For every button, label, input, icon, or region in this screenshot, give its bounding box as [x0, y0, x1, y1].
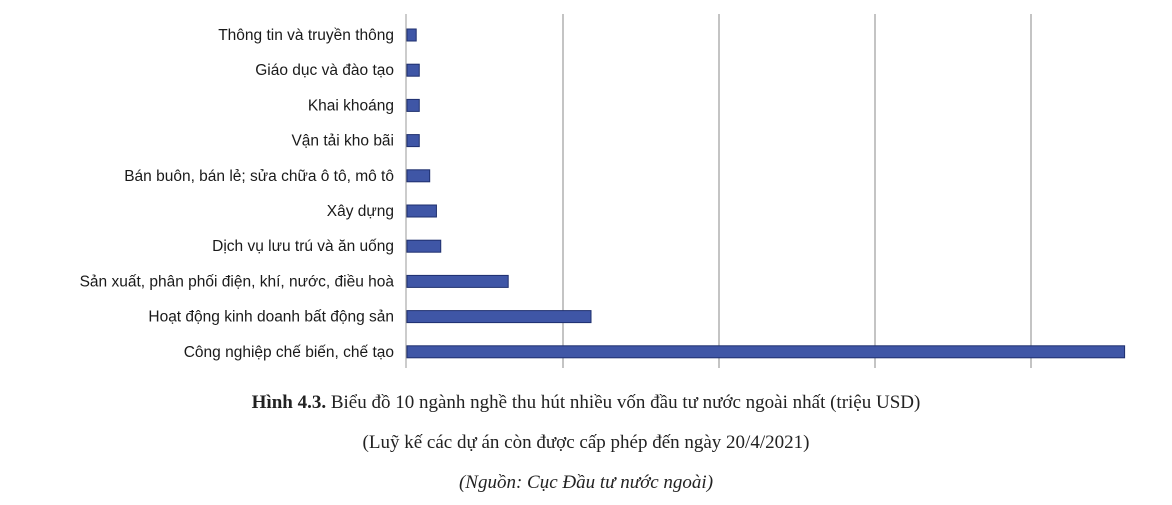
bar — [406, 239, 442, 253]
bar — [406, 345, 1126, 359]
category-label: Thông tin và truyền thông — [218, 27, 394, 44]
category-label: Công nghiệp chế biến, chế tạo — [184, 344, 394, 361]
bar — [406, 63, 420, 77]
bar — [406, 169, 431, 183]
figure-caption: Hình 4.3. Biểu đồ 10 ngành nghề thu hút … — [0, 392, 1172, 414]
bar — [406, 98, 420, 112]
bar — [406, 274, 509, 288]
category-label: Dịch vụ lưu trú và ăn uống — [212, 238, 394, 255]
category-label: Vận tải kho bãi — [291, 133, 394, 150]
bars — [406, 28, 1126, 359]
category-label: Bán buôn, bán lẻ; sửa chữa ô tô, mô tô — [124, 168, 394, 185]
category-label: Giáo dục và đào tạo — [255, 62, 394, 79]
figure-subtitle: (Luỹ kế các dự án còn được cấp phép đến … — [362, 432, 810, 453]
category-label: Khai khoáng — [308, 97, 394, 114]
category-labels: Thông tin và truyền thông Giáo dục và đào… — [80, 27, 395, 361]
bar — [406, 310, 592, 324]
figure-title: Biểu đồ 10 ngành nghề thu hút nhiều vốn … — [326, 392, 921, 413]
bar — [406, 28, 417, 42]
category-label: Sản xuất, phân phối điện, khí, nước, điề… — [80, 273, 395, 290]
figure-source: (Nguồn: Cục Đầu tư nước ngoài) — [458, 472, 714, 493]
bar — [406, 134, 420, 148]
category-label: Hoạt động kinh doanh bất động sản — [148, 309, 394, 326]
bar — [406, 204, 437, 218]
category-label: Xây dựng — [327, 203, 394, 220]
figure-label: Hình 4.3. — [251, 392, 327, 413]
grid-lines — [562, 14, 1032, 368]
bar-chart: Thông tin và truyền thông Giáo dục và đào… — [80, 14, 1126, 368]
